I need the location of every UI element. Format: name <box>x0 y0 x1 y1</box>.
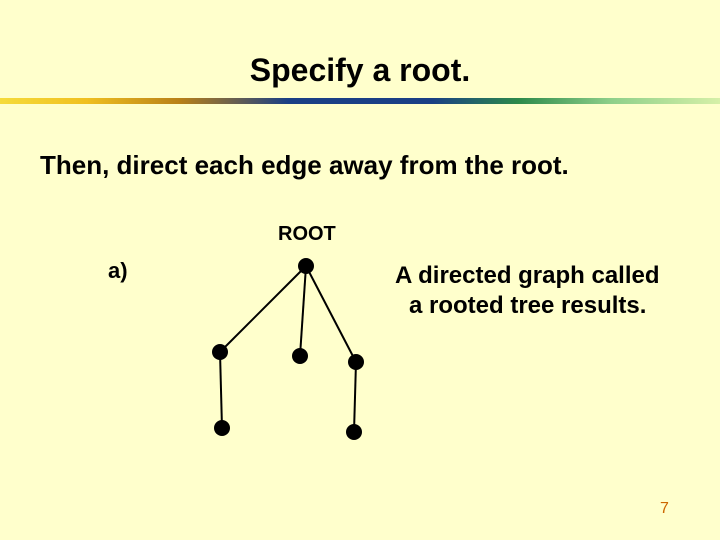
tree-node <box>212 344 228 360</box>
tree-node <box>298 258 314 274</box>
slide-title: Specify a root. <box>0 52 720 89</box>
tree-svg: ROOTa) <box>150 220 410 450</box>
tree-node <box>214 420 230 436</box>
tree-edge <box>306 266 356 362</box>
caption-line2: a rooted tree results. <box>409 292 646 320</box>
tree-edge <box>220 352 222 428</box>
tree-diagram: ROOTa) <box>150 220 410 450</box>
title-divider <box>0 98 720 104</box>
tree-edge <box>354 362 356 432</box>
tree-node <box>346 424 362 440</box>
page-number: 7 <box>660 500 669 518</box>
caption-line1: A directed graph called <box>395 262 660 290</box>
tree-edge <box>220 266 306 352</box>
tree-node <box>292 348 308 364</box>
item-label: a) <box>108 258 128 283</box>
slide-subtitle: Then, direct each edge away from the roo… <box>40 150 569 181</box>
tree-edge <box>300 266 306 356</box>
tree-node <box>348 354 364 370</box>
root-label: ROOT <box>278 223 336 245</box>
